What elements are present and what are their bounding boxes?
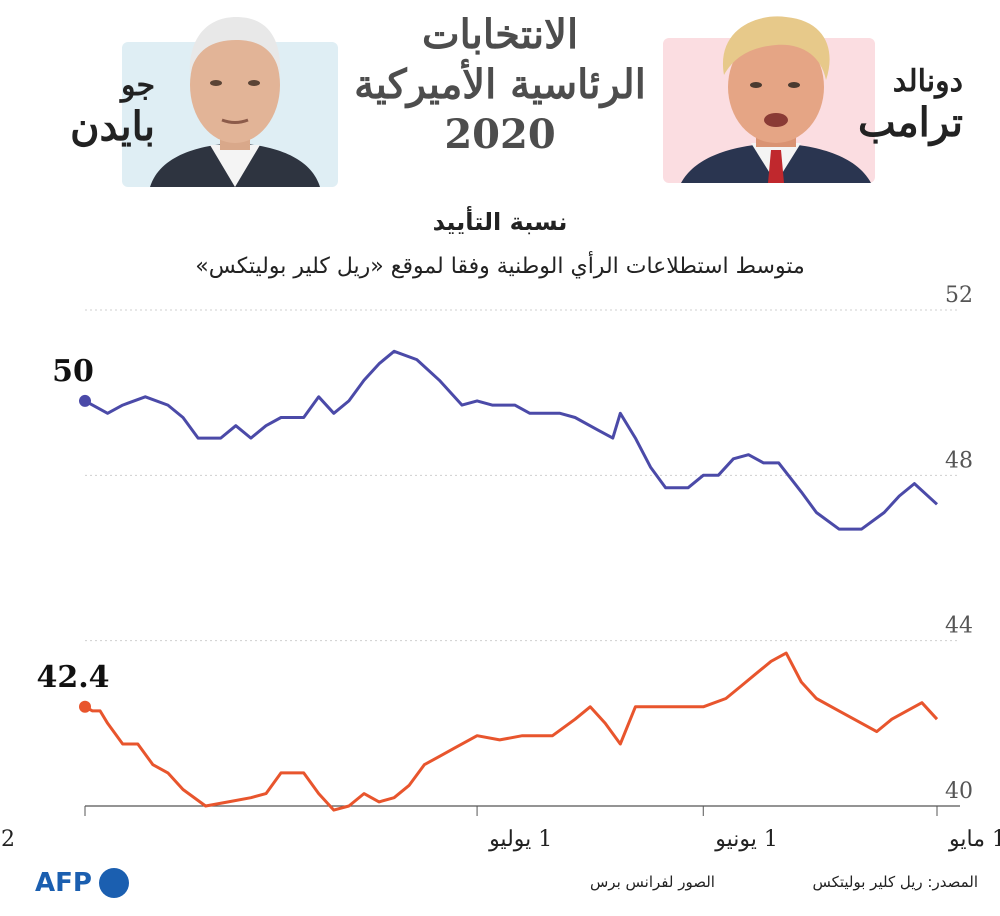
biden-first-name: جو [120, 68, 155, 103]
source-note: المصدر: ريل كلير بوليتكس [812, 873, 978, 891]
photo-credit: الصور لفرانس برس [590, 873, 715, 891]
y-tick-label-44: 44 [945, 614, 973, 639]
title-line-1: الانتخابات [421, 11, 579, 58]
trump-last-name: ترامب [857, 99, 963, 146]
y-axis-ticks: 52 48 44 40 [945, 283, 973, 804]
biden-last-name: بايدن [70, 103, 155, 150]
trump-photo [681, 16, 871, 183]
afp-logo-text: AFP [35, 868, 92, 898]
series-line-0 [84, 349, 939, 531]
y-tick-label-52: 52 [945, 283, 973, 308]
afp-logo: AFP [35, 868, 130, 904]
chart-description: متوسط استطلاعات الرأي الوطنية وفقا لموقع… [195, 254, 805, 279]
x-tick-label-1: 1 يونيو [714, 827, 778, 852]
chart-series: 50 42.4 [36, 349, 939, 812]
chart-heading: نسبة التأييد [432, 208, 568, 236]
series-end-point-0 [79, 394, 91, 407]
afp-logo-circle [99, 868, 130, 898]
title-line-3: 2020 [444, 111, 556, 158]
biden-name: جو بايدن [45, 68, 155, 150]
series-end-label-1: 42.4 [36, 660, 109, 695]
y-tick-label-48: 48 [945, 448, 973, 473]
trump-first-name: دونالد [892, 64, 963, 99]
chart-grid [85, 309, 960, 807]
x-axis-ticks: 1 مايو 1 يونيو 1 يوليو 22 أغسطس [0, 806, 1000, 852]
page-title: الانتخابات الرئاسية الأميركية 2020 [330, 10, 670, 160]
series-end-label-0: 50 [52, 354, 94, 389]
y-tick-label-40: 40 [945, 779, 973, 804]
title-line-2: الرئاسية الأميركية [354, 61, 646, 108]
trump-name: دونالد ترامب [845, 64, 963, 146]
x-tick-label-3: 22 أغسطس [0, 823, 15, 852]
series-line-1 [84, 651, 939, 812]
biden-photo [150, 17, 320, 187]
x-tick-label-2: 1 يوليو [488, 827, 552, 852]
x-tick-label-0: 1 مايو [948, 827, 1000, 852]
series-end-point-1 [79, 700, 91, 713]
